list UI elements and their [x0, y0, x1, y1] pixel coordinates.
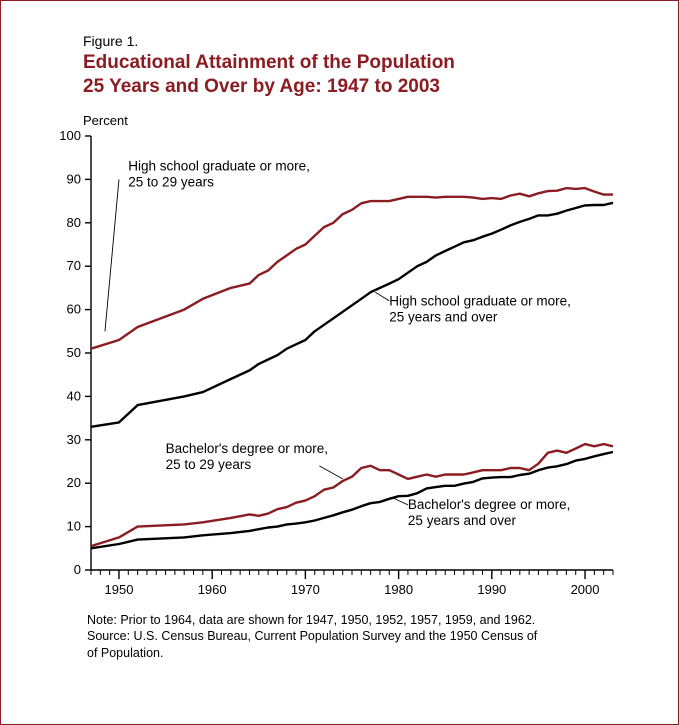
svg-text:1960: 1960	[198, 582, 227, 597]
y-axis-label: Percent	[83, 113, 642, 128]
figure-note: Note: Prior to 1964, data are shown for …	[87, 612, 642, 663]
chart-area: 0 10 20 30 40 50 60 70 80 90 100 1950 1960 1970 1980 19…	[47, 130, 627, 600]
svg-text:50: 50	[67, 345, 81, 360]
series-label-ba_25_over: Bachelor's degree or more,	[408, 497, 570, 512]
note-line-1: Note: Prior to 1964, data are shown for …	[87, 613, 535, 627]
svg-text:60: 60	[67, 301, 81, 316]
note-line-3: of Population.	[87, 646, 163, 660]
svg-text:25 to 29 years: 25 to 29 years	[128, 174, 214, 189]
series-label-hs_25_over: High school graduate or more,	[389, 293, 571, 308]
chart-title: Educational Attainment of the Population…	[83, 51, 642, 99]
svg-text:25 years and over: 25 years and over	[389, 309, 498, 324]
svg-text:2000: 2000	[571, 582, 600, 597]
svg-text:25 years and over: 25 years and over	[408, 513, 517, 528]
svg-text:40: 40	[67, 388, 81, 403]
title-line-2: 25 Years and Over by Age: 1947 to 2003	[83, 76, 440, 97]
svg-text:20: 20	[67, 475, 81, 490]
series-hs_25_29	[91, 188, 613, 349]
svg-text:25 to 29 years: 25 to 29 years	[166, 456, 252, 471]
svg-text:100: 100	[59, 130, 81, 143]
svg-text:30: 30	[67, 431, 81, 446]
svg-text:70: 70	[67, 258, 81, 273]
svg-text:90: 90	[67, 171, 81, 186]
note-line-2: Source: U.S. Census Bureau, Current Popu…	[87, 629, 537, 643]
svg-text:1970: 1970	[291, 582, 320, 597]
svg-text:1950: 1950	[105, 582, 134, 597]
svg-text:80: 80	[67, 214, 81, 229]
svg-text:1990: 1990	[477, 582, 506, 597]
svg-text:1980: 1980	[384, 582, 413, 597]
figure-number: Figure 1.	[83, 33, 642, 49]
series-label-hs_25_29: High school graduate or more,	[128, 158, 310, 173]
svg-text:10: 10	[67, 518, 81, 533]
svg-text:0: 0	[74, 562, 81, 577]
title-line-1: Educational Attainment of the Population	[83, 52, 455, 73]
line-chart-svg: 0 10 20 30 40 50 60 70 80 90 100 1950 1960 1970 1980 19…	[47, 130, 627, 600]
figure-frame: Figure 1. Educational Attainment of the …	[0, 0, 679, 725]
series-label-ba_25_29: Bachelor's degree or more,	[166, 440, 328, 455]
